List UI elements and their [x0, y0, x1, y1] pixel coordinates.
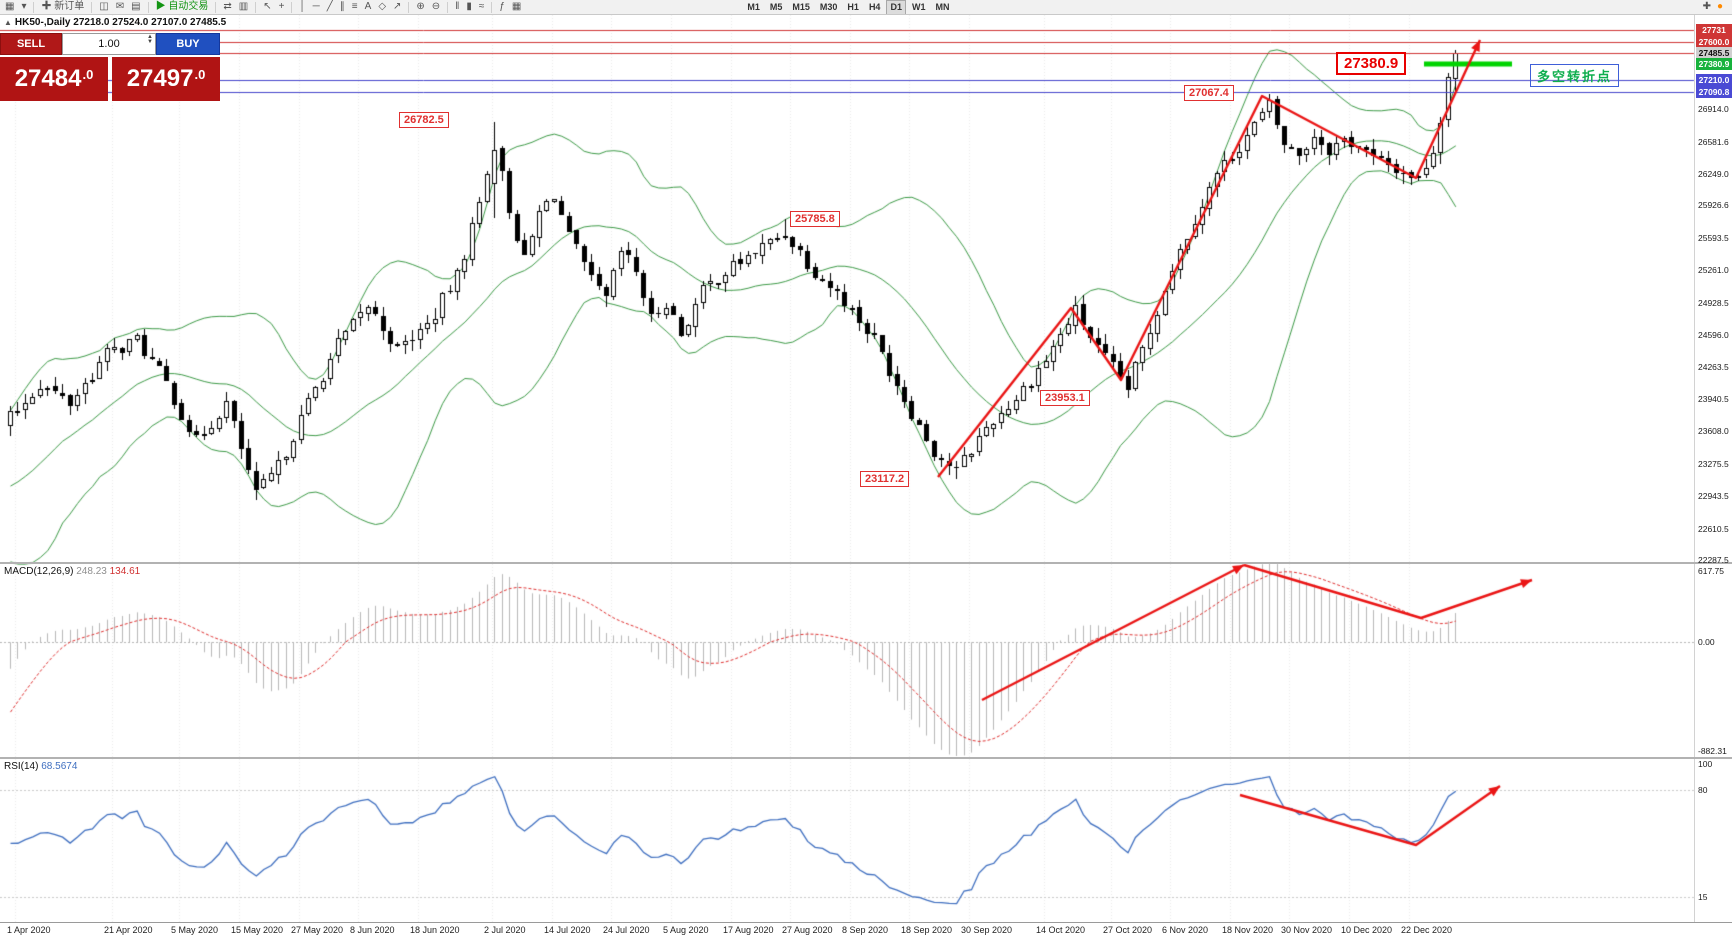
vertical-line-icon[interactable]: │ — [299, 1, 306, 12]
timeframe-m5[interactable]: M5 — [769, 1, 783, 12]
volume-input[interactable]: 1.00 ▲ ▼ — [62, 33, 156, 55]
chart-profiles-icon[interactable]: ◫ — [99, 1, 109, 12]
buy-price-button[interactable]: 27497.0 — [112, 57, 220, 101]
connection-status-icon[interactable]: ● — [1716, 1, 1723, 12]
macd-indicator-label: MACD(12,26,9) 248.23 134.61 — [4, 566, 140, 577]
volume-down-icon[interactable]: ▼ — [147, 39, 153, 45]
indicators-icon[interactable]: ƒ — [499, 1, 505, 12]
toolbar-separator — [215, 1, 217, 13]
toolbar-separator — [491, 1, 493, 13]
macd-panel-splitter[interactable] — [0, 562, 1732, 564]
turning-point-note: 多空转折点 — [1530, 64, 1620, 87]
timeframe-m30[interactable]: M30 — [819, 1, 838, 12]
one-click-trading-panel: SELL 1.00 ▲ ▼ BUY 27484.0 27497.0 — [0, 33, 220, 101]
chart-symbol-info: ▲ HK50-,Daily 27218.0 27524.0 27107.0 274… — [4, 17, 226, 28]
timeframe-m15[interactable]: M15 — [792, 1, 810, 12]
chart-window-icon: ▲ — [4, 18, 12, 27]
timeframe-mn[interactable]: MN — [935, 1, 950, 12]
rsi-panel[interactable] — [0, 759, 1694, 922]
text-label-icon[interactable]: A — [364, 1, 372, 12]
rsi-panel-splitter[interactable] — [0, 757, 1732, 759]
toolbar-right-group: ✚ ● — [1703, 0, 1723, 14]
timeframe-d1[interactable]: D1 — [886, 0, 906, 14]
toolbar-separator — [33, 1, 35, 13]
toolbar-separator — [291, 1, 293, 13]
terminal-icon[interactable]: ▤ — [131, 1, 141, 12]
timeframe-h1[interactable]: H1 — [847, 1, 859, 12]
volume-value: 1.00 — [98, 38, 120, 50]
templates-icon[interactable]: ▦ — [511, 1, 522, 12]
sell-price-frac: .0 — [82, 66, 94, 82]
timeframe-w1[interactable]: W1 — [911, 1, 926, 12]
trendline-icon[interactable]: ╱ — [326, 1, 333, 12]
rsi-value: 68.5674 — [41, 761, 78, 772]
mailbox-icon[interactable]: ✉ — [115, 1, 125, 12]
zoom-out-icon[interactable]: ⊖ — [431, 1, 441, 12]
data-window-icon[interactable]: ▥ — [238, 1, 249, 12]
volume-stepper: ▲ ▼ — [147, 34, 153, 45]
autotrade-icon[interactable]: ▶ 自动交易 — [155, 1, 209, 12]
macd-signal-value: 134.61 — [109, 566, 141, 577]
horizontal-line-icon[interactable]: ─ — [312, 1, 320, 12]
time-axis[interactable] — [0, 922, 1732, 936]
add-icon[interactable]: ✚ — [1702, 1, 1711, 12]
volume-up-icon[interactable]: ▲ — [147, 34, 153, 40]
rsi-indicator-label: RSI(14) 68.5674 — [4, 761, 77, 772]
chart-list-icon[interactable]: ▾ — [21, 1, 27, 12]
price-callout-23953: 23953.1 — [1040, 390, 1090, 406]
candle-chart-icon[interactable]: ▮ — [466, 1, 472, 12]
new-chart-icon[interactable]: ▦ — [5, 1, 15, 12]
buy-price-frac: .0 — [194, 66, 206, 82]
time-axis-border — [0, 922, 1732, 923]
toolbar-separator — [255, 1, 257, 13]
channel-icon[interactable]: ∥ — [339, 1, 345, 12]
arrow-object-icon[interactable]: ↗ — [393, 1, 402, 12]
crosshair-icon[interactable]: + — [278, 1, 285, 12]
sell-price-button[interactable]: 27484.0 — [0, 57, 108, 101]
timeframe-m1[interactable]: M1 — [747, 1, 760, 12]
tile-windows-icon[interactable]: ⇄ — [223, 1, 232, 12]
toolbar-separator — [408, 1, 410, 13]
macd-panel[interactable] — [0, 564, 1694, 757]
macd-main-value: 248.23 — [76, 566, 107, 577]
key-level-callout: 27380.9 — [1336, 52, 1407, 75]
sell-price-value: 27484 — [14, 65, 82, 92]
sell-button[interactable]: SELL — [0, 33, 62, 55]
price-callout-23117: 23117.2 — [860, 471, 910, 487]
buy-price-value: 27497 — [126, 65, 194, 92]
bar-chart-icon[interactable]: ‖ — [455, 1, 460, 12]
toolbar: ▦ ▾ ✚ 新订单 ◫ ✉ ▤ ▶ 自动交易 ⇄ ▥ ↖ + │ ─ ╱ ∥ ≡ A ◇ ↗ ⊕ ⊖ ‖ ▮ ≈ ƒ ▦ M1 M5 M… — [0, 0, 1732, 15]
zoom-in-icon[interactable]: ⊕ — [416, 1, 425, 12]
shapes-icon[interactable]: ◇ — [378, 1, 387, 12]
price-callout-26782: 26782.5 — [399, 112, 449, 128]
toolbar-separator — [91, 1, 93, 13]
main-chart-area[interactable] — [0, 15, 1694, 562]
buy-button[interactable]: BUY — [156, 33, 220, 55]
new-order-icon[interactable]: ✚ 新订单 — [41, 1, 85, 12]
rsi-name: RSI(14) — [4, 761, 39, 772]
symbol-ohlc-text: HK50-,Daily 27218.0 27524.0 27107.0 2748… — [14, 17, 227, 28]
price-callout-25785: 25785.8 — [790, 211, 840, 227]
macd-name: MACD(12,26,9) — [4, 566, 74, 577]
toolbar-separator — [447, 1, 449, 13]
price-callout-27067: 27067.4 — [1184, 85, 1234, 101]
line-chart-icon[interactable]: ≈ — [478, 1, 485, 12]
price-axis-border — [1694, 15, 1695, 922]
timeframe-bar: M1 M5 M15 M30 H1 H4 D1 W1 MN — [743, 0, 953, 14]
toolbar-separator — [147, 1, 149, 13]
fibonacci-icon[interactable]: ≡ — [351, 1, 358, 12]
timeframe-h4[interactable]: H4 — [868, 1, 881, 12]
cursor-icon[interactable]: ↖ — [263, 1, 272, 12]
